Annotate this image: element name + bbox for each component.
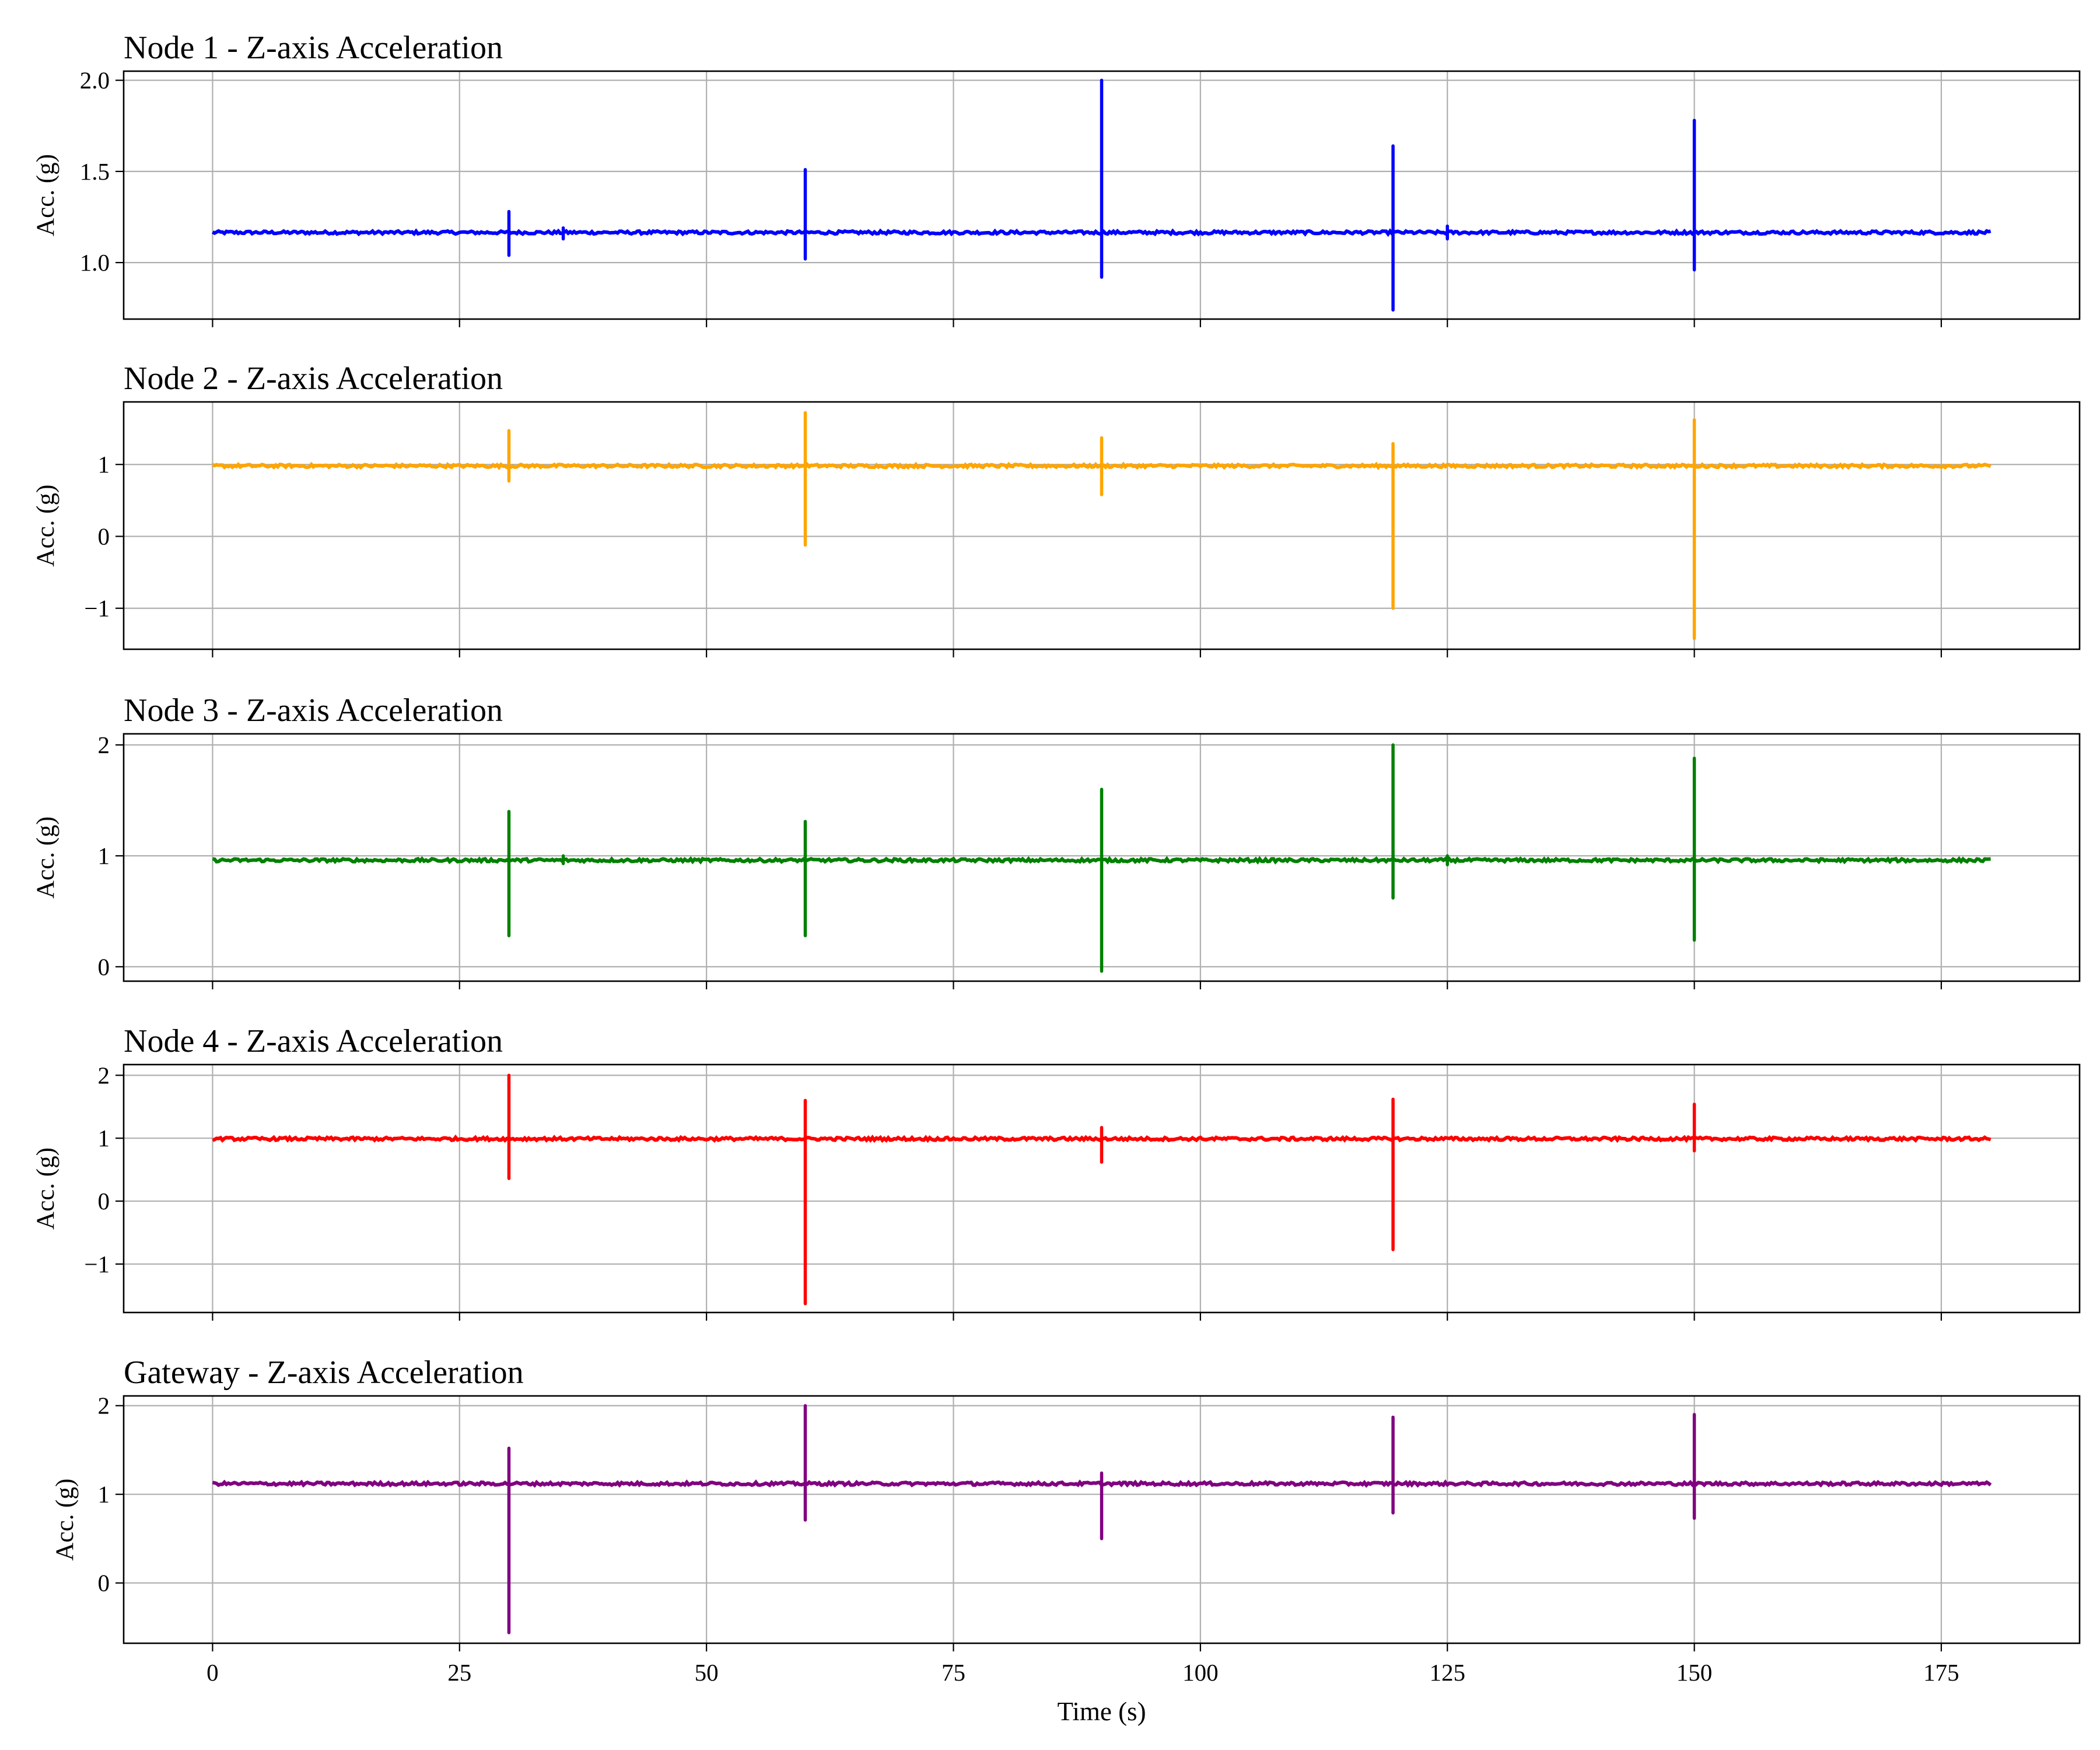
y-tick-label: 2.0	[80, 67, 110, 94]
axes-frame	[123, 401, 2081, 650]
y-tick-label: 2	[98, 1392, 110, 1419]
axes-frame	[123, 1063, 2081, 1314]
y-axis-label: Acc. (g)	[51, 1479, 79, 1561]
axes-frame	[123, 70, 2081, 320]
panel-title: Gateway - Z-axis Acceleration	[124, 1354, 524, 1391]
panel-3: Node 3 - Z-axis Acceleration 0 1 2 Acc. (g)	[32, 692, 2081, 989]
panel-5: Gateway - Z-axis Acceleration 0 25 50 75 100 1…	[51, 1354, 2081, 1726]
axes-frame	[123, 1395, 2081, 1644]
y-axis-label: Acc. (g)	[32, 485, 60, 567]
y-tick-label: 1	[98, 1481, 110, 1508]
x-tick-label: 0	[206, 1659, 219, 1686]
y-tick-label: 1	[98, 842, 110, 869]
x-axis-label: Time (s)	[1057, 1697, 1146, 1726]
y-tick-label: 0	[98, 953, 110, 980]
panel-title: Node 1 - Z-axis Acceleration	[124, 30, 503, 66]
y-tick-label: 1.0	[80, 249, 110, 276]
panel-title: Node 4 - Z-axis Acceleration	[124, 1023, 503, 1059]
panel-title: Node 3 - Z-axis Acceleration	[124, 692, 503, 729]
y-axis-label: Acc. (g)	[32, 817, 60, 899]
y-tick-label: −1	[84, 1251, 110, 1278]
y-tick-label: 0	[98, 1570, 110, 1597]
panel-1: Node 1 - Z-axis Acceleration 1.0 1.5 2.0 Acc…	[32, 30, 2081, 327]
y-axis-label: Acc. (g)	[32, 154, 60, 236]
y-tick-label: 1	[98, 1125, 110, 1152]
y-tick-label: 2	[98, 1062, 110, 1088]
y-tick-label: 1	[98, 451, 110, 478]
x-tick-label: 100	[1182, 1659, 1219, 1686]
x-tick-label: 125	[1429, 1659, 1465, 1686]
panel-4: Node 4 - Z-axis Acceleration −1 0 1 2 Acc. (g…	[32, 1023, 2081, 1321]
axes-frame	[123, 733, 2081, 982]
panel-2: Node 2 - Z-axis Acceleration −1 0 1 Acc. (g)	[32, 360, 2081, 657]
x-tick-label: 75	[942, 1659, 965, 1686]
x-tick-label: 50	[695, 1659, 719, 1686]
x-tick-label: 175	[1923, 1659, 1959, 1686]
y-axis-label: Acc. (g)	[32, 1147, 60, 1230]
panel-title: Node 2 - Z-axis Acceleration	[124, 360, 503, 397]
y-tick-label: 0	[98, 1188, 110, 1214]
y-tick-label: −1	[84, 595, 110, 622]
y-tick-label: 1.5	[80, 158, 110, 185]
x-tick-label: 150	[1676, 1659, 1713, 1686]
y-tick-label: 2	[98, 732, 110, 758]
y-tick-label: 0	[98, 523, 110, 550]
x-tick-label: 25	[447, 1659, 471, 1686]
